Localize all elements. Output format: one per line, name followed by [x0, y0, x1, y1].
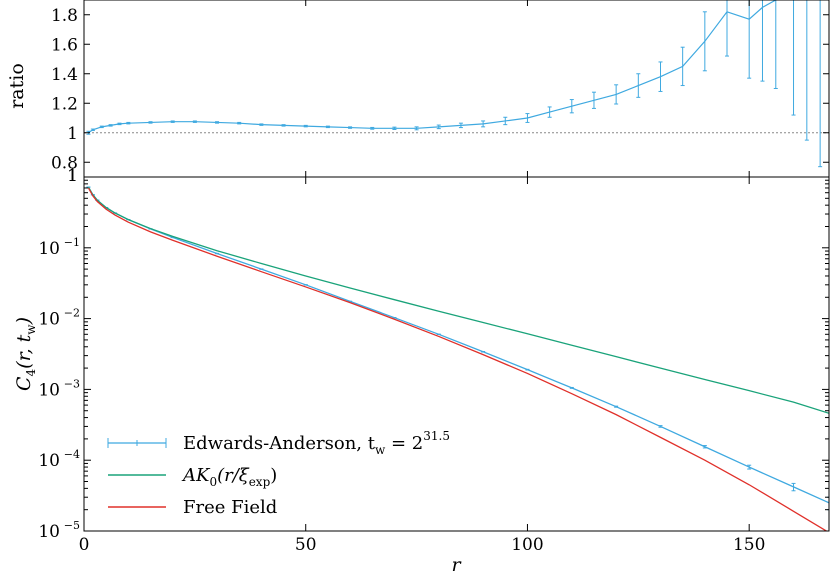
main-ytick-label: 10	[38, 310, 60, 330]
main-xtick-label: 100	[511, 535, 543, 555]
svg-text:AK0(r/ξexp): AK0(r/ξexp)	[181, 465, 277, 489]
legend-ea-sup: 31.5	[423, 429, 450, 443]
ratio-ytick-label: 1.6	[51, 35, 78, 55]
ylabel-sub: 4	[24, 368, 38, 376]
legend-ak-rest: (r/ξ	[217, 465, 250, 486]
ylabel-w: w	[24, 324, 38, 335]
legend-ff-label: Free Field	[183, 497, 277, 518]
legend-ea-eq: = 2	[385, 433, 423, 454]
legend-entry-ak0: AK0(r/ξexp)	[108, 465, 277, 489]
ratio-ytick-label: 1.2	[51, 94, 78, 114]
main-axes-frame	[83, 176, 830, 532]
legend-ak-sub: exp	[249, 475, 271, 489]
ratio-axes-frame	[83, 0, 830, 178]
main-ytick-exponent: −1	[64, 236, 80, 249]
legend: Edwards-Anderson, tw = 231.5 AK0(r/ξexp)…	[107, 429, 450, 518]
ylabel-rest: (r, t	[13, 334, 35, 368]
ea-errorbars	[86, 186, 829, 511]
legend-ak-sub0: 0	[209, 475, 217, 489]
main-xtick-label: 50	[295, 535, 317, 555]
ratio-series-line	[88, 0, 780, 134]
correlation-panel: 10 −110 −210 −310 −410 −510 50 100 150	[38, 166, 830, 555]
ratio-ytick-label: 1	[67, 124, 78, 144]
legend-entry-free-field: Free Field	[108, 497, 277, 518]
svg-text:C4(r, tw): C4(r, tw)	[13, 317, 38, 391]
x-axis-label: r	[451, 554, 462, 576]
main-ytick-exponent: −2	[64, 307, 80, 320]
main-ytick-exponent: −4	[64, 448, 80, 461]
ratio-errorbars	[86, 0, 823, 168]
ratio-y-label: ratio	[6, 63, 28, 109]
main-ytick-exponent: −3	[64, 377, 80, 390]
ratio-ytick-label: 1.4	[51, 65, 78, 85]
ak0-series-line	[87, 186, 829, 414]
ratio-ytick-label-partial: 1	[67, 166, 78, 186]
legend-entry-edwards-anderson: Edwards-Anderson, tw = 231.5	[107, 429, 450, 457]
main-ytick-label: 10	[38, 451, 60, 471]
main-ytick-exponent: −5	[64, 519, 80, 532]
main-ytick-label: 10	[38, 522, 60, 542]
main-ytick-label: 10	[38, 239, 60, 259]
main-ytick-label: 10	[38, 380, 60, 400]
ratio-panel: 0.811.21.41.61.81	[51, 0, 830, 186]
free-field-series-line	[87, 187, 828, 531]
ylabel-c: C	[13, 376, 35, 391]
legend-ea-label: Edwards-Anderson, t	[183, 433, 376, 454]
main-plot-area	[86, 186, 829, 531]
main-xtick-label: 0	[79, 535, 90, 555]
main-y-label: C4(r, tw)	[13, 317, 38, 391]
main-ytick-label-top: 1	[67, 166, 78, 186]
ratio-ytick-label: 1.8	[51, 6, 78, 26]
legend-ak-close: )	[270, 465, 277, 486]
main-xtick-label: 150	[733, 535, 765, 555]
ratio-ytick-label: 0.8	[51, 153, 78, 173]
legend-ak-label: AK	[181, 465, 211, 486]
ylabel-close: )	[13, 317, 35, 325]
legend-ea-sub: w	[375, 443, 386, 457]
svg-text:Edwards-Anderson, tw = 231.5: Edwards-Anderson, tw = 231.5	[183, 429, 450, 457]
